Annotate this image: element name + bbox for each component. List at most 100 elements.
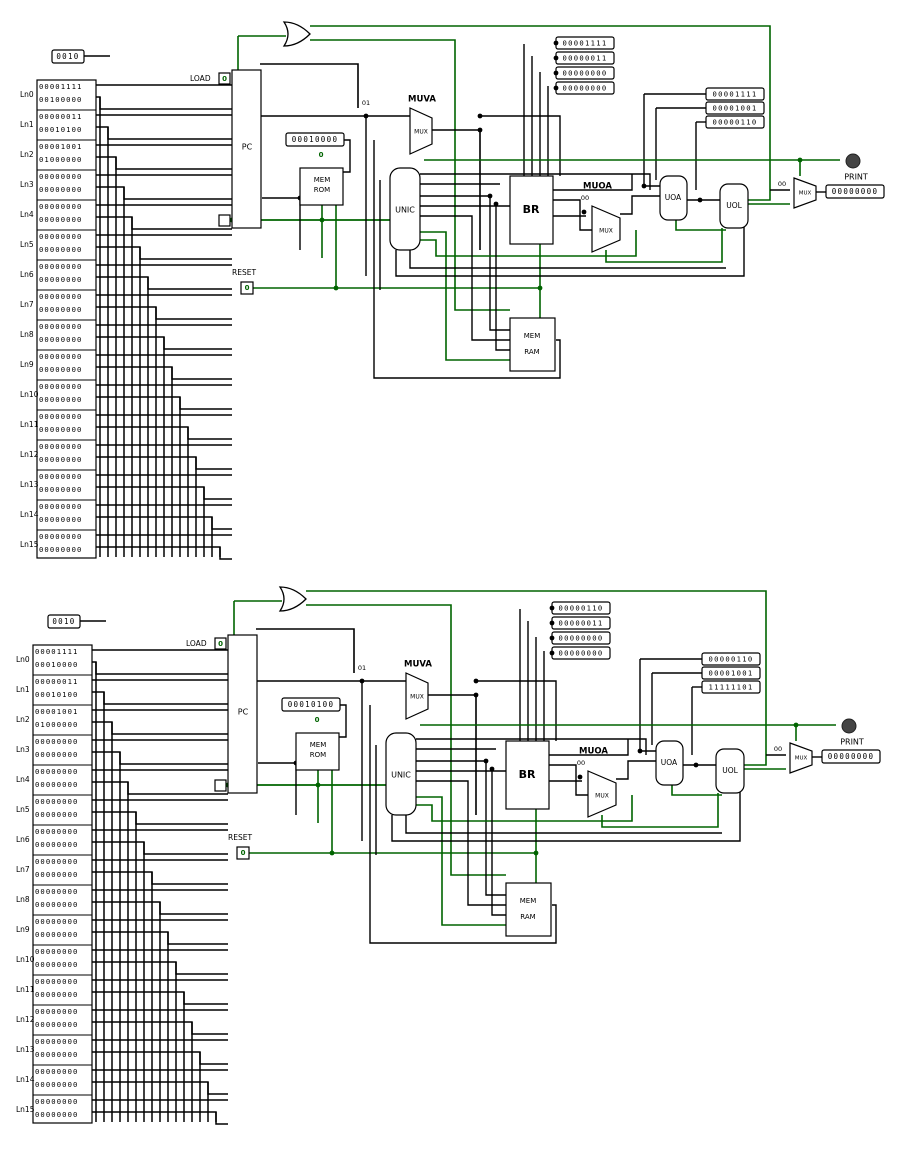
pc-clock-pin — [218, 214, 231, 227]
uo-register-0-value: 00000110 — [708, 655, 753, 664]
uol-block — [715, 748, 745, 794]
row-word-0: 00000000 — [39, 322, 82, 331]
wire — [256, 628, 355, 673]
br-register-0-value: 00001111 — [562, 39, 607, 48]
row-label-ln11: Ln11 — [16, 985, 35, 994]
row-label-ln15: Ln15 — [16, 1105, 35, 1114]
uo-register-2-value: 11111101 — [708, 683, 753, 692]
uo-register-2 — [701, 680, 761, 694]
print-label: PRINT — [840, 738, 864, 747]
wire — [480, 115, 561, 176]
row-word-1: 00000000 — [39, 425, 82, 434]
br-register-1-value: 00000011 — [562, 54, 607, 63]
unic-block — [389, 167, 421, 251]
row-word-0: 00000000 — [39, 262, 82, 271]
wire-junction — [549, 635, 555, 641]
instruction-memory: Ln0 00001111 00100000 Ln1 00000011 00010100 Ln… — [20, 79, 97, 559]
row-label-ln0: Ln0 — [20, 90, 34, 99]
wire — [391, 783, 741, 842]
wire — [339, 704, 347, 738]
uoa-label: UOA — [665, 193, 682, 202]
muva-mux-label: MUX — [410, 694, 424, 701]
wire — [620, 195, 660, 215]
print-register-value: 00000000 — [828, 752, 875, 761]
wire-junction — [319, 217, 325, 223]
row-word-0: 00001111 — [35, 647, 78, 656]
rom-probe-register-value: 00010100 — [288, 700, 335, 709]
wire — [553, 174, 633, 191]
row-word-1: 00000000 — [35, 1020, 78, 1029]
load-pin — [218, 72, 231, 85]
row-word-1: 00100000 — [39, 95, 82, 104]
row-label-ln10: Ln10 — [16, 955, 35, 964]
uol-label: UOL — [726, 201, 742, 210]
wire — [420, 230, 637, 257]
muoa-mux — [587, 770, 617, 818]
row-word-1: 00000000 — [39, 275, 82, 284]
wire-junction — [549, 605, 555, 611]
mem-ram-label-2: RAM — [520, 913, 535, 921]
row-word-1: 00000000 — [39, 485, 82, 494]
wire — [373, 140, 561, 379]
row-word-1: 00000000 — [35, 840, 78, 849]
reset-pin-value[interactable]: 0 — [241, 849, 246, 857]
load-pin-value[interactable]: 0 — [218, 640, 223, 648]
muva-select-const: 01 — [362, 99, 370, 107]
wiring — [96, 25, 840, 560]
muoa-select-const: 00 — [581, 194, 589, 202]
row-label-ln13: Ln13 — [20, 480, 39, 489]
wire — [306, 604, 506, 876]
wire — [601, 793, 719, 828]
row-word-0: 00000000 — [35, 737, 78, 746]
row-word-0: 00000000 — [35, 1067, 78, 1076]
muva-label: MUVA — [408, 95, 436, 105]
wire-junction — [641, 183, 647, 189]
row-label-ln14: Ln14 — [16, 1075, 35, 1084]
wire-junction — [797, 157, 803, 163]
row-label-ln3: Ln3 — [20, 180, 34, 189]
wire — [395, 218, 745, 277]
row-label-ln4: Ln4 — [16, 775, 30, 784]
pc-label: PC — [242, 143, 253, 152]
wire — [343, 139, 351, 173]
reset-label: RESET — [228, 833, 252, 842]
br-register-3-value: 00000000 — [558, 649, 603, 658]
row-word-1: 00000000 — [35, 1110, 78, 1119]
row-word-1: 00000000 — [39, 455, 82, 464]
pc-block — [227, 634, 258, 794]
row-word-1: 00000000 — [39, 515, 82, 524]
wire — [467, 883, 506, 906]
reset-pin-value[interactable]: 0 — [245, 284, 250, 292]
instruction-memory-frame — [32, 644, 93, 1124]
wire-junction — [537, 285, 543, 291]
uo-register-0-value: 00001111 — [712, 90, 757, 99]
row-word-0: 00000000 — [39, 382, 82, 391]
br-block — [505, 740, 550, 810]
circuit-2: 0010Ln00000111100010000Ln100000011000101… — [16, 586, 881, 1125]
wire — [416, 760, 506, 896]
unic-label: UNIC — [391, 771, 411, 780]
wire — [260, 63, 359, 108]
uo-register-1 — [705, 101, 765, 115]
reset-label: RESET — [232, 268, 256, 277]
wire — [310, 39, 510, 311]
mem-rom-block — [295, 732, 340, 771]
row-word-0: 00000000 — [39, 352, 82, 361]
row-word-0: 00000000 — [35, 857, 78, 866]
br-register-3-value: 00000000 — [562, 84, 607, 93]
wire — [616, 760, 656, 780]
wire — [675, 218, 726, 231]
reset-pin — [240, 281, 254, 295]
output-select-const: 00 — [778, 180, 786, 188]
wire — [404, 780, 469, 883]
wire-junction — [697, 197, 703, 203]
row-word-0: 00000000 — [35, 1037, 78, 1046]
load-pin-value[interactable]: 0 — [222, 75, 227, 83]
mem-rom-label-1: MEM — [314, 176, 331, 184]
wire-junction — [577, 774, 583, 780]
uoa-block — [655, 740, 684, 786]
load-pin — [214, 637, 227, 650]
load-label: LOAD — [190, 74, 211, 83]
wire — [408, 215, 473, 318]
br-register-2-value: 00000000 — [562, 69, 607, 78]
